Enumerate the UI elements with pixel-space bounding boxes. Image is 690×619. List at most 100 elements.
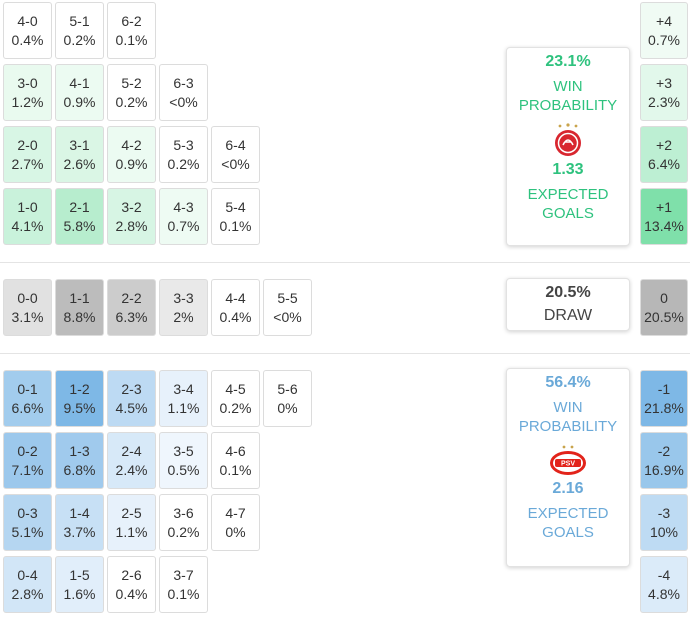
scoreline-cell: 2-0 2.7% xyxy=(3,126,52,183)
scoreline-cell: 3-6 0.2% xyxy=(159,494,208,551)
home-expected-goals-label: EXPECTED GOALS xyxy=(527,186,609,222)
scoreline-cell: 4-0 0.4% xyxy=(3,2,52,59)
scoreline-cell: 1-4 3.7% xyxy=(55,494,104,551)
scoreline-cell: 0-4 2.8% xyxy=(3,556,52,613)
scoreline-cell: 4-6 0.1% xyxy=(211,432,260,489)
scoreline-probability: 2.3% xyxy=(648,93,680,110)
scoreline-probability: 13.4% xyxy=(644,217,684,234)
scoreline-cell: 1-2 9.5% xyxy=(55,370,104,427)
scoreline-label: 4-6 xyxy=(225,442,246,459)
scoreline-label: 5-1 xyxy=(69,12,90,29)
goal-margin-cell: +4 0.7% xyxy=(640,2,688,59)
goal-margin-cell: +1 13.4% xyxy=(640,188,688,245)
scoreline-cell: 2-4 2.4% xyxy=(107,432,156,489)
scoreline-cell: 3-1 2.6% xyxy=(55,126,104,183)
away-expected-goals-label: EXPECTED GOALS xyxy=(527,505,609,541)
scoreline-label: 1-4 xyxy=(69,504,90,521)
scoreline-cell: 6-3 <0% xyxy=(159,64,208,121)
scoreline-probability: 0.9% xyxy=(115,155,148,172)
scoreline-label: -3 xyxy=(657,504,671,521)
scoreline-cell: 2-1 5.8% xyxy=(55,188,104,245)
scoreline-probability: 0.1% xyxy=(219,217,252,234)
scoreline-label: 1-1 xyxy=(69,289,90,306)
scoreline-label: 2-2 xyxy=(121,289,142,306)
scoreline-probability: <0% xyxy=(221,155,250,172)
scoreline-cell: 3-0 1.2% xyxy=(3,64,52,121)
scoreline-probability: 6.3% xyxy=(115,308,148,325)
scoreline-probability: 6.4% xyxy=(648,155,680,172)
scoreline-probability: 0.2% xyxy=(167,523,200,540)
scoreline-probability: 2.8% xyxy=(115,217,148,234)
scoreline-label: 2-3 xyxy=(121,380,142,397)
scoreline-label: -2 xyxy=(657,442,671,459)
scoreline-label: 3-3 xyxy=(173,289,194,306)
scoreline-probability: 0% xyxy=(277,399,298,416)
scoreline-probability: <0% xyxy=(273,308,302,325)
section-divider xyxy=(0,262,690,263)
section-divider xyxy=(0,353,690,354)
scoreline-label: 0-0 xyxy=(17,289,38,306)
scoreline-label: 1-3 xyxy=(69,442,90,459)
home-win-card: 23.1% WIN PROBABILITY 1.33 EXPECTED GOAL… xyxy=(506,47,630,246)
scoreline-probability: 6.6% xyxy=(11,399,44,416)
scoreline-label: 6-3 xyxy=(173,74,194,91)
scoreline-cell: 5-1 0.2% xyxy=(55,2,104,59)
scoreline-cell: 4-5 0.2% xyxy=(211,370,260,427)
scoreline-probability: 2.8% xyxy=(11,585,44,602)
scoreline-probability: 2.7% xyxy=(11,155,44,172)
scoreline-probability: 20.5% xyxy=(644,308,684,325)
olympiacos-crest-icon xyxy=(555,123,581,156)
scoreline-cell: 1-3 6.8% xyxy=(55,432,104,489)
scoreline-label: 0 xyxy=(660,289,668,306)
scoreline-probability: 0.1% xyxy=(167,585,200,602)
scoreline-label: 0-2 xyxy=(17,442,38,459)
scoreline-cell: 2-2 6.3% xyxy=(107,279,156,336)
scoreline-probability: 3.1% xyxy=(11,308,44,325)
scoreline-cell: 6-4 <0% xyxy=(211,126,260,183)
scoreline-probability: 0% xyxy=(225,523,246,540)
scoreline-label: 4-1 xyxy=(69,74,90,91)
scoreline-probability: 0.4% xyxy=(11,31,44,48)
scoreline-label: 4-2 xyxy=(121,136,142,153)
scoreline-cell: 5-6 0% xyxy=(263,370,312,427)
scoreline-probability: 9.5% xyxy=(63,399,96,416)
scoreline-cell: 0-0 3.1% xyxy=(3,279,52,336)
scoreline-probability: 0.2% xyxy=(219,399,252,416)
scoreline-probability: 4.1% xyxy=(11,217,44,234)
scoreline-probability: 0.5% xyxy=(167,461,200,478)
scoreline-label: 3-2 xyxy=(121,198,142,215)
scoreline-label: 3-4 xyxy=(173,380,194,397)
goal-margin-cell: -4 4.8% xyxy=(640,556,688,613)
scoreline-cell: 5-4 0.1% xyxy=(211,188,260,245)
home-win-percentage: 23.1% xyxy=(545,53,591,70)
scoreline-label: 4-5 xyxy=(225,380,246,397)
scoreline-label: 3-1 xyxy=(69,136,90,153)
scoreline-cell: 3-7 0.1% xyxy=(159,556,208,613)
svg-text:PSV: PSV xyxy=(561,461,575,468)
home-win-label: WIN PROBABILITY xyxy=(518,78,618,114)
scoreline-label: 4-0 xyxy=(17,12,38,29)
scoreline-probability: 4.8% xyxy=(648,585,680,602)
scoreline-label: 2-0 xyxy=(17,136,38,153)
scoreline-probability: 2.6% xyxy=(63,155,96,172)
scoreline-probability: 0.4% xyxy=(115,585,148,602)
scoreline-cell: 3-2 2.8% xyxy=(107,188,156,245)
scoreline-probability: 0.2% xyxy=(115,93,148,110)
scoreline-probability: 0.1% xyxy=(115,31,148,48)
scoreline-probability: 0.1% xyxy=(219,461,252,478)
goal-margin-cell: +2 6.4% xyxy=(640,126,688,183)
draw-label: DRAW xyxy=(543,307,593,324)
scoreline-label: 0-3 xyxy=(17,504,38,521)
scoreline-label: 2-6 xyxy=(121,566,142,583)
scoreline-label: 1-0 xyxy=(17,198,38,215)
psv-crest-icon: PSV xyxy=(550,445,586,475)
scoreline-label: 5-3 xyxy=(173,136,194,153)
scoreline-probability: 21.8% xyxy=(644,399,684,416)
goal-margin-cell: -2 16.9% xyxy=(640,432,688,489)
scoreline-probability: 1.6% xyxy=(63,585,96,602)
scoreline-cell: 0-3 5.1% xyxy=(3,494,52,551)
scoreline-probability: 7.1% xyxy=(11,461,44,478)
scoreline-label: +3 xyxy=(656,74,672,91)
scoreline-probability: 5.1% xyxy=(11,523,44,540)
scoreline-cell: 3-3 2% xyxy=(159,279,208,336)
